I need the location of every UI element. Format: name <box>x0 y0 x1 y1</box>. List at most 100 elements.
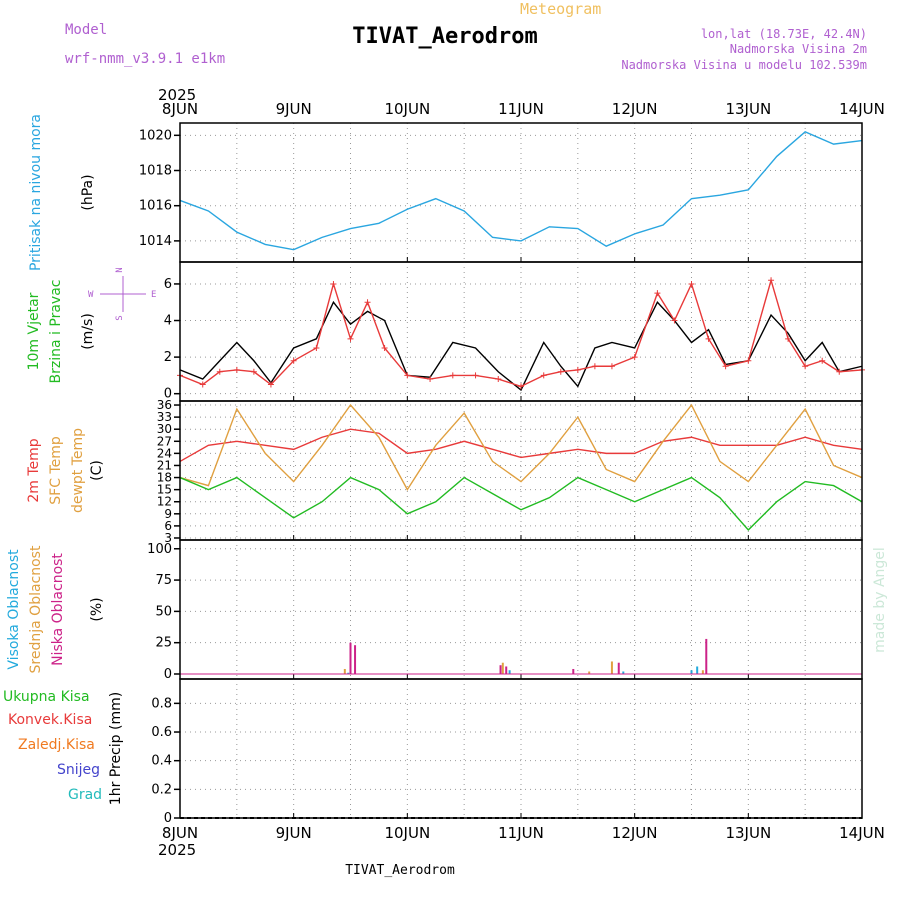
y-tick-label: 9 <box>164 507 172 521</box>
legend-total-rain: Ukupna Kisa <box>3 689 90 705</box>
gust-marker <box>705 335 712 342</box>
series-bar <box>617 662 620 674</box>
gust-marker <box>347 335 354 342</box>
gust-marker <box>768 277 775 284</box>
y-tick-label: 0 <box>164 811 172 826</box>
meteogram-label: Meteogram <box>520 0 601 18</box>
gust-marker <box>518 383 524 390</box>
gust-marker <box>404 372 411 379</box>
series-bar <box>354 645 357 674</box>
series-line-0 <box>179 428 863 463</box>
gust-marker <box>199 381 206 388</box>
x-tick-label-bottom: 12JUN <box>612 824 658 842</box>
x-tick-label-bottom: 14JUN <box>839 824 885 842</box>
y-axis-label: Brzina i Pravac <box>48 280 64 384</box>
gust-marker <box>688 280 695 287</box>
gust-marker <box>785 335 792 342</box>
station-elevation: Nadmorska Visina 2m <box>730 42 867 56</box>
x-tick-label-bottom: 13JUN <box>725 824 771 842</box>
gust-marker <box>574 366 581 373</box>
series-bar <box>508 670 511 674</box>
y-tick-label: 75 <box>155 573 172 588</box>
gust-marker <box>427 376 434 383</box>
y-axis-label: Niska Oblacnost <box>50 553 66 666</box>
y-axis-label: 10m Vjetar <box>26 292 42 370</box>
x-tick-label-top: 9JUN <box>276 100 312 118</box>
gust-marker <box>608 363 615 370</box>
gust-marker <box>381 344 388 351</box>
y-tick-label: 1014 <box>139 234 172 249</box>
series-bar <box>501 662 504 674</box>
gust-marker <box>819 357 826 364</box>
compass-rose: N S W E <box>88 267 156 320</box>
model-elevation: Nadmorska Visina u modelu 102.539m <box>621 58 867 72</box>
x-tick-label-top: 13JUN <box>725 100 771 118</box>
x-tick-label-bottom: 11JUN <box>498 824 544 842</box>
gust-marker <box>364 299 371 306</box>
y-axis-label: 2m Temp <box>26 438 42 502</box>
gust-marker <box>233 366 240 373</box>
panels: 1014 1016 1018 1020 Pritisak na nivou mora (h… <box>6 100 885 842</box>
y-tick-label: 100 <box>147 542 172 557</box>
gust-marker <box>802 363 809 370</box>
gust-marker <box>250 368 257 375</box>
series-bar <box>690 670 693 674</box>
gust-marker <box>836 368 843 375</box>
y-axis-label: (m/s) <box>80 313 96 350</box>
y-tick-label: 0.2 <box>151 782 172 797</box>
y-tick-label: 6 <box>164 519 172 533</box>
gust-marker <box>267 381 274 388</box>
gust-marker <box>495 376 502 383</box>
y-tick-label: 21 <box>157 458 172 472</box>
year-label-top: 2025 <box>158 86 196 104</box>
y-axis-label: (%) <box>89 597 105 621</box>
legend-convective-rain: Konvek.Kisa <box>8 712 92 728</box>
footer-station: TIVAT_Aerodrom <box>345 863 455 878</box>
series-line-2 <box>179 476 863 531</box>
series-bar <box>705 638 708 674</box>
x-tick-label-bottom: 10JUN <box>384 824 430 842</box>
series-bar <box>349 642 352 674</box>
series-bar <box>701 670 704 674</box>
x-tick-label-top: 8JUN <box>162 100 198 118</box>
compass-east: E <box>151 290 156 300</box>
legend-snow: Snijeg <box>57 762 100 778</box>
y-tick-label: 30 <box>157 422 172 436</box>
y-tick-label: 12 <box>157 495 172 509</box>
series-bar <box>505 666 508 674</box>
gust-marker <box>671 317 678 324</box>
y-tick-label: 6 <box>164 277 172 292</box>
panel-4: 0 0.2 0.4 0.6 0.8 1hr Precip (mm) <box>108 678 863 826</box>
model-label: Model <box>65 22 107 38</box>
series-bar <box>610 661 613 674</box>
chart-title: TIVAT_Aerodrom <box>352 24 537 49</box>
gust-marker <box>631 354 638 361</box>
y-tick-label: 18 <box>157 471 172 485</box>
y-tick-label: 0.4 <box>151 754 172 769</box>
y-tick-label: 15 <box>157 483 172 497</box>
series-bar <box>572 668 575 674</box>
y-tick-label: 27 <box>157 434 172 448</box>
y-tick-label: 4 <box>164 314 172 329</box>
y-axis-label: Srednja Oblacnost <box>28 545 44 673</box>
y-tick-label: 0 <box>164 387 172 402</box>
gust-marker <box>540 372 547 379</box>
y-axis-label: (hPa) <box>80 174 96 210</box>
y-axis-label: Visoka Oblacnost <box>6 549 22 670</box>
y-tick-label: 33 <box>157 410 172 424</box>
gust-marker <box>449 372 456 379</box>
x-tick-label-top: 12JUN <box>612 100 658 118</box>
y-tick-label: 24 <box>157 446 172 460</box>
y-tick-label: 1016 <box>139 199 172 214</box>
series-bar <box>499 665 502 674</box>
series-line-1 <box>179 403 863 492</box>
precip-legend: Ukupna Kisa Konvek.Kisa Zaledj.Kisa Snij… <box>3 689 102 803</box>
series-bar <box>622 671 625 674</box>
gust-marker <box>313 344 320 351</box>
y-axis-label: 1hr Precip (mm) <box>108 692 124 805</box>
x-tick-label-top: 10JUN <box>384 100 430 118</box>
series-bar <box>588 671 591 674</box>
y-tick-label: 1018 <box>139 164 172 179</box>
